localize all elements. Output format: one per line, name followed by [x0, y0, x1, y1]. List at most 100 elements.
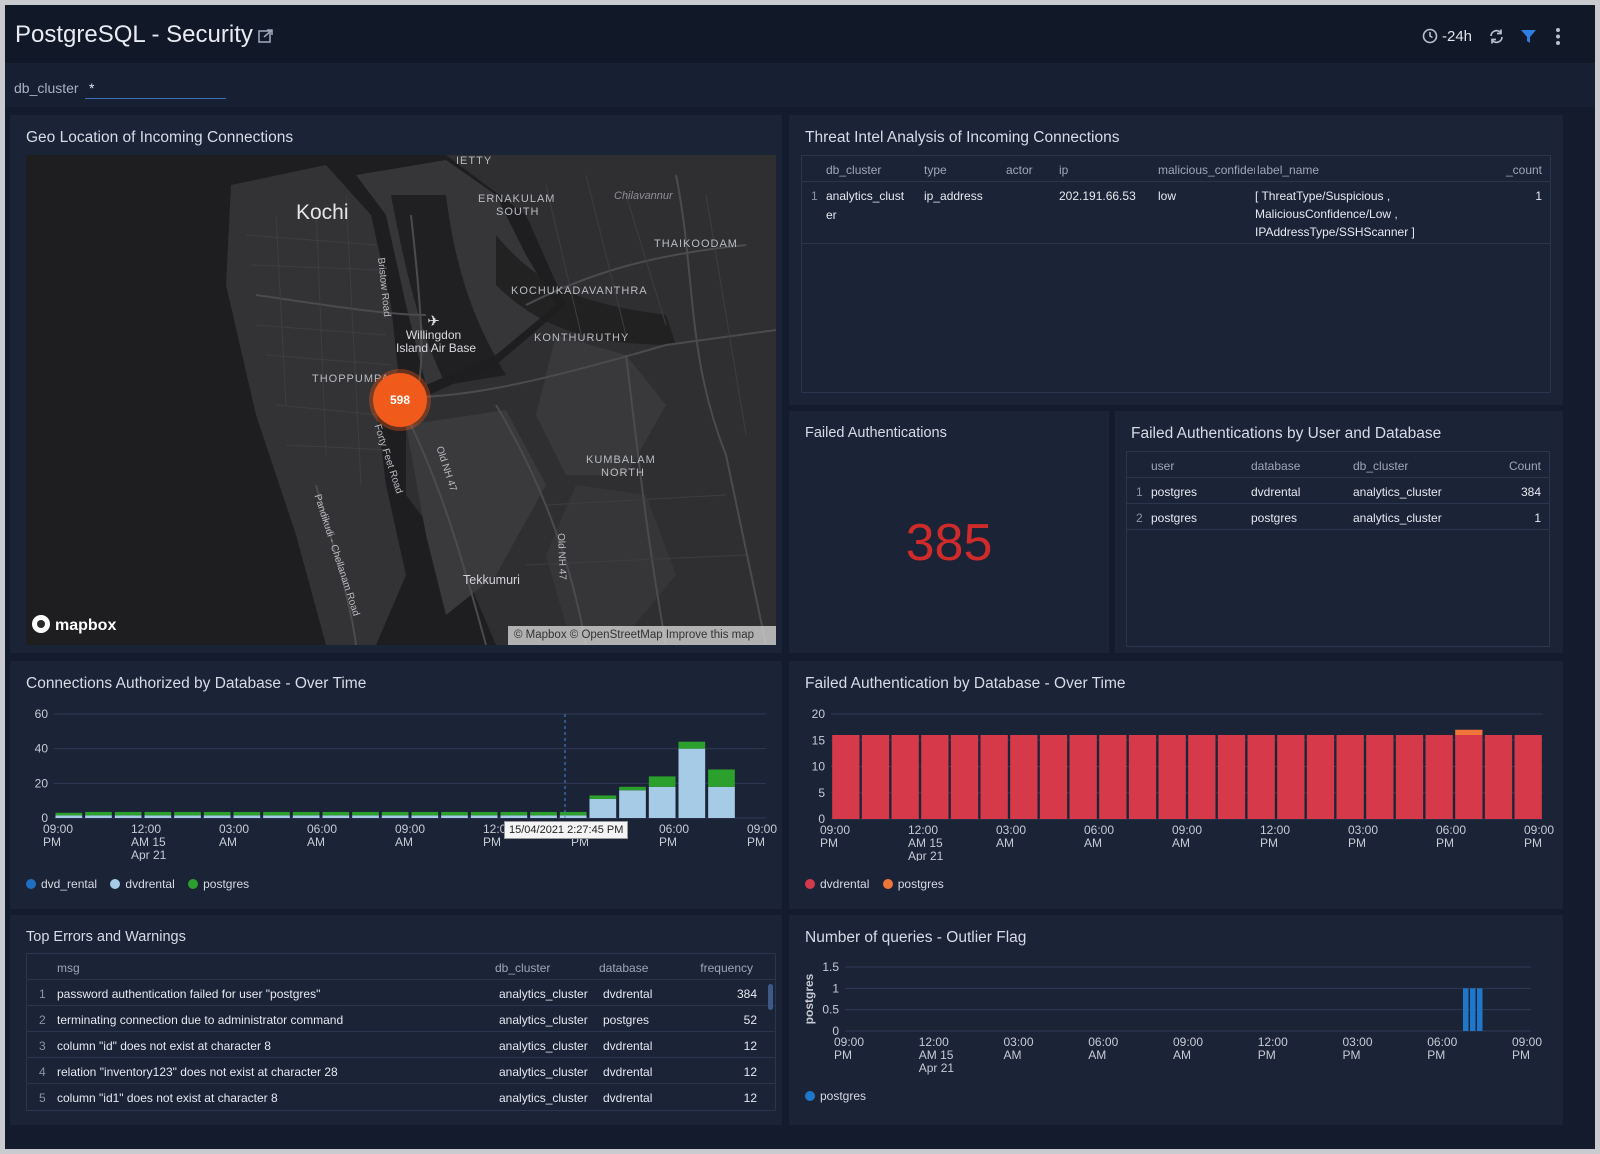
x-tick-label: 09:00: [820, 823, 850, 837]
x-tick-label: 03:00: [1348, 823, 1378, 837]
table-row[interactable]: 4 relation "inventory123" does not exist …: [27, 1058, 775, 1084]
bar-dvdrental: [233, 815, 261, 818]
legend-item[interactable]: dvd_rental: [26, 877, 97, 891]
db-cluster-filter-input[interactable]: *: [85, 75, 226, 99]
bar-postgres: [174, 811, 201, 816]
cell-user: postgres: [1151, 485, 1198, 499]
clock-icon[interactable]: [1422, 28, 1438, 44]
x-tick-label: AM 15: [131, 835, 166, 849]
table-row[interactable]: 2 postgres postgres analytics_cluster 1: [1127, 504, 1549, 530]
legend-item[interactable]: postgres: [188, 877, 249, 891]
x-tick-label: 06:00: [307, 822, 337, 836]
legend-item[interactable]: postgres: [805, 1089, 866, 1103]
table-header: db_cluster type actor ip malicious_confi…: [802, 156, 1550, 182]
column-header[interactable]: label_name: [1255, 163, 1320, 177]
y-tick-label: 20: [35, 776, 49, 790]
toolbar-right: -24h: [1422, 25, 1592, 49]
bar-dvdrental: [1395, 735, 1424, 819]
bar-postgres: [648, 776, 676, 787]
map-label-ernakulam: ERNAKULAM: [478, 193, 556, 205]
bar-postgres: [55, 812, 83, 816]
bar-dvdrental: [1277, 735, 1305, 819]
x-tick-label: PM: [1524, 836, 1542, 850]
x-tick-label: AM 15: [908, 836, 943, 850]
legend-swatch: [26, 879, 36, 889]
column-header[interactable]: database: [599, 961, 649, 975]
table-row[interactable]: 2 terminating connection due to administr…: [27, 1006, 775, 1032]
bar-dvdrental: [980, 735, 1008, 819]
bar-dvdrental: [1188, 735, 1216, 819]
legend-label: postgres: [897, 877, 944, 891]
x-tick-label: PM: [1512, 1048, 1530, 1062]
bar-postgres: [381, 811, 409, 816]
refresh-icon[interactable]: [1488, 28, 1505, 45]
more-options-icon[interactable]: [1555, 27, 1561, 46]
map-attribution[interactable]: © Mapbox © OpenStreetMap Improve this ma…: [508, 626, 776, 645]
legend-item[interactable]: dvdrental: [805, 877, 869, 891]
x-tick-label: 09:00: [43, 822, 73, 836]
column-header[interactable]: type: [924, 163, 947, 177]
x-tick-label: 06:00: [1427, 1035, 1457, 1049]
x-tick-label: 12:00: [908, 823, 938, 837]
table-scrollbar[interactable]: [768, 984, 773, 1010]
column-header[interactable]: user: [1151, 459, 1175, 473]
column-header[interactable]: db_cluster: [495, 961, 551, 975]
bar-dvdrental: [263, 815, 290, 818]
table-row[interactable]: 1 analytics_clust er ip_address 202.191.…: [802, 182, 1550, 244]
column-header[interactable]: db_cluster: [826, 163, 882, 177]
map-label-kumbalam: KUMBALAM: [586, 454, 656, 466]
column-header[interactable]: frequency: [700, 961, 753, 975]
column-header[interactable]: ip: [1059, 163, 1069, 177]
failed-auth-by-user-table: user database db_cluster Count 1 postgre…: [1126, 451, 1550, 647]
column-header[interactable]: _count: [1505, 163, 1542, 177]
share-icon[interactable]: [257, 27, 275, 45]
legend-item[interactable]: dvdrental: [110, 877, 175, 891]
table-row[interactable]: 1 postgres dvdrental analytics_cluster 3…: [1127, 478, 1549, 504]
connection-cluster-marker[interactable]: 598: [373, 373, 427, 427]
bar-dvdrental: [174, 815, 201, 818]
column-header[interactable]: database: [1251, 459, 1301, 473]
bar-dvdrental: [292, 815, 320, 818]
x-tick-label: 09:00: [395, 822, 425, 836]
panel-title: Failed Authentication by Database - Over…: [805, 675, 1126, 692]
bar-dvdrental: [1366, 735, 1394, 819]
map[interactable]: Kochi IETTY ERNAKULAM SOUTH Chilavannur …: [26, 155, 776, 645]
cell-db-cluster-line1: analytics_clust: [826, 189, 905, 203]
x-tick-label: 12:00: [1258, 1035, 1288, 1049]
filter-icon[interactable]: [1520, 28, 1537, 45]
x-tick-label: PM: [1348, 836, 1366, 850]
cell-db-cluster: analytics_clust er: [826, 189, 904, 222]
x-tick-label: AM: [1084, 836, 1102, 850]
table-row[interactable]: 1 password authentication failed for user…: [27, 980, 775, 1006]
legend-item[interactable]: postgres: [882, 877, 944, 891]
cell-msg: password authentication failed for user …: [57, 987, 321, 1001]
column-header[interactable]: malicious_confidence: [1158, 163, 1273, 177]
column-header[interactable]: msg: [57, 961, 80, 975]
cell-database: dvdrental: [603, 1065, 653, 1079]
x-tick-label: PM: [1427, 1048, 1445, 1062]
errors-table: msg db_cluster database frequency 1 passw…: [26, 953, 776, 1111]
cell-database: dvdrental: [1251, 485, 1301, 499]
x-tick-label: 09:00: [1524, 823, 1554, 837]
column-header[interactable]: Count: [1508, 459, 1541, 473]
cell-count: 384: [1520, 485, 1541, 499]
bar-postgres: [470, 811, 498, 816]
bar-dvdrental: [500, 815, 528, 818]
bar-dvdrental: [1336, 735, 1364, 819]
cell-db-cluster: analytics_cluster: [499, 1065, 588, 1079]
row-number: 3: [39, 1039, 46, 1053]
cell-frequency: 384: [736, 987, 757, 1001]
table-row[interactable]: 5 column "id1" does not exist at characte…: [27, 1084, 775, 1110]
column-header[interactable]: db_cluster: [1353, 459, 1409, 473]
mapbox-logo: mapbox: [32, 615, 116, 635]
table-row[interactable]: 3 column "id" does not exist at character…: [27, 1032, 775, 1058]
y-tick-label: 0: [41, 811, 48, 825]
bar-dvdrental: [1306, 735, 1335, 819]
column-header[interactable]: actor: [1006, 163, 1033, 177]
time-range[interactable]: -24h: [1442, 28, 1473, 45]
cell-database: dvdrental: [603, 1091, 653, 1105]
cell-db-cluster: analytics_cluster: [499, 1091, 588, 1105]
